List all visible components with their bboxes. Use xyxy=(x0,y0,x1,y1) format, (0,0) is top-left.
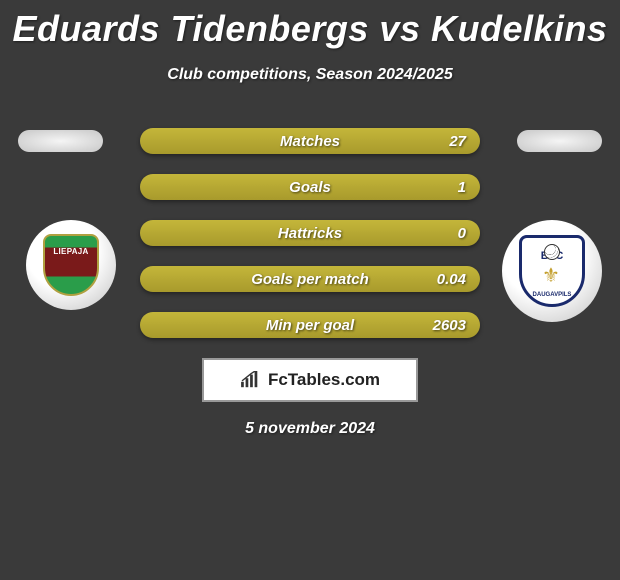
stat-bar: Goals per match 0.04 xyxy=(140,266,480,292)
stat-bar: Goals 1 xyxy=(140,174,480,200)
page-title: Eduards Tidenbergs vs Kudelkins xyxy=(0,0,620,50)
soccer-ball-icon xyxy=(544,244,560,260)
stat-label: Min per goal xyxy=(266,317,354,334)
stat-row: Hattricks 0 xyxy=(0,220,620,246)
club-left-name: LIEPAJA xyxy=(53,247,88,256)
stat-bar: Min per goal 2603 xyxy=(140,312,480,338)
stat-bar: Matches 27 xyxy=(140,128,480,154)
stat-value: 0.04 xyxy=(437,271,466,288)
stat-label: Hattricks xyxy=(278,225,342,242)
stats-section: LIEPAJA BFC ⚜ DAUGAVPILS Matches 27 Goal… xyxy=(0,128,620,338)
stat-bar: Hattricks 0 xyxy=(140,220,480,246)
fctables-branding[interactable]: FcTables.com xyxy=(202,358,418,402)
stat-label: Matches xyxy=(280,133,340,150)
page-subtitle: Club competitions, Season 2024/2025 xyxy=(0,66,620,84)
page-date: 5 november 2024 xyxy=(0,420,620,438)
stat-row: Min per goal 2603 xyxy=(0,312,620,338)
stat-label: Goals xyxy=(289,179,331,196)
fctables-label: FcTables.com xyxy=(268,370,380,390)
stat-value: 27 xyxy=(449,133,466,150)
stat-value: 2603 xyxy=(433,317,466,334)
stat-row: Goals 1 xyxy=(0,174,620,200)
stat-row: Goals per match 0.04 xyxy=(0,266,620,292)
stat-value: 1 xyxy=(458,179,466,196)
stat-label: Goals per match xyxy=(251,271,369,288)
club-right-sub: DAUGAVPILS xyxy=(533,292,572,298)
stat-value: 0 xyxy=(458,225,466,242)
bar-chart-icon xyxy=(240,371,262,389)
stat-row: Matches 27 xyxy=(0,128,620,154)
